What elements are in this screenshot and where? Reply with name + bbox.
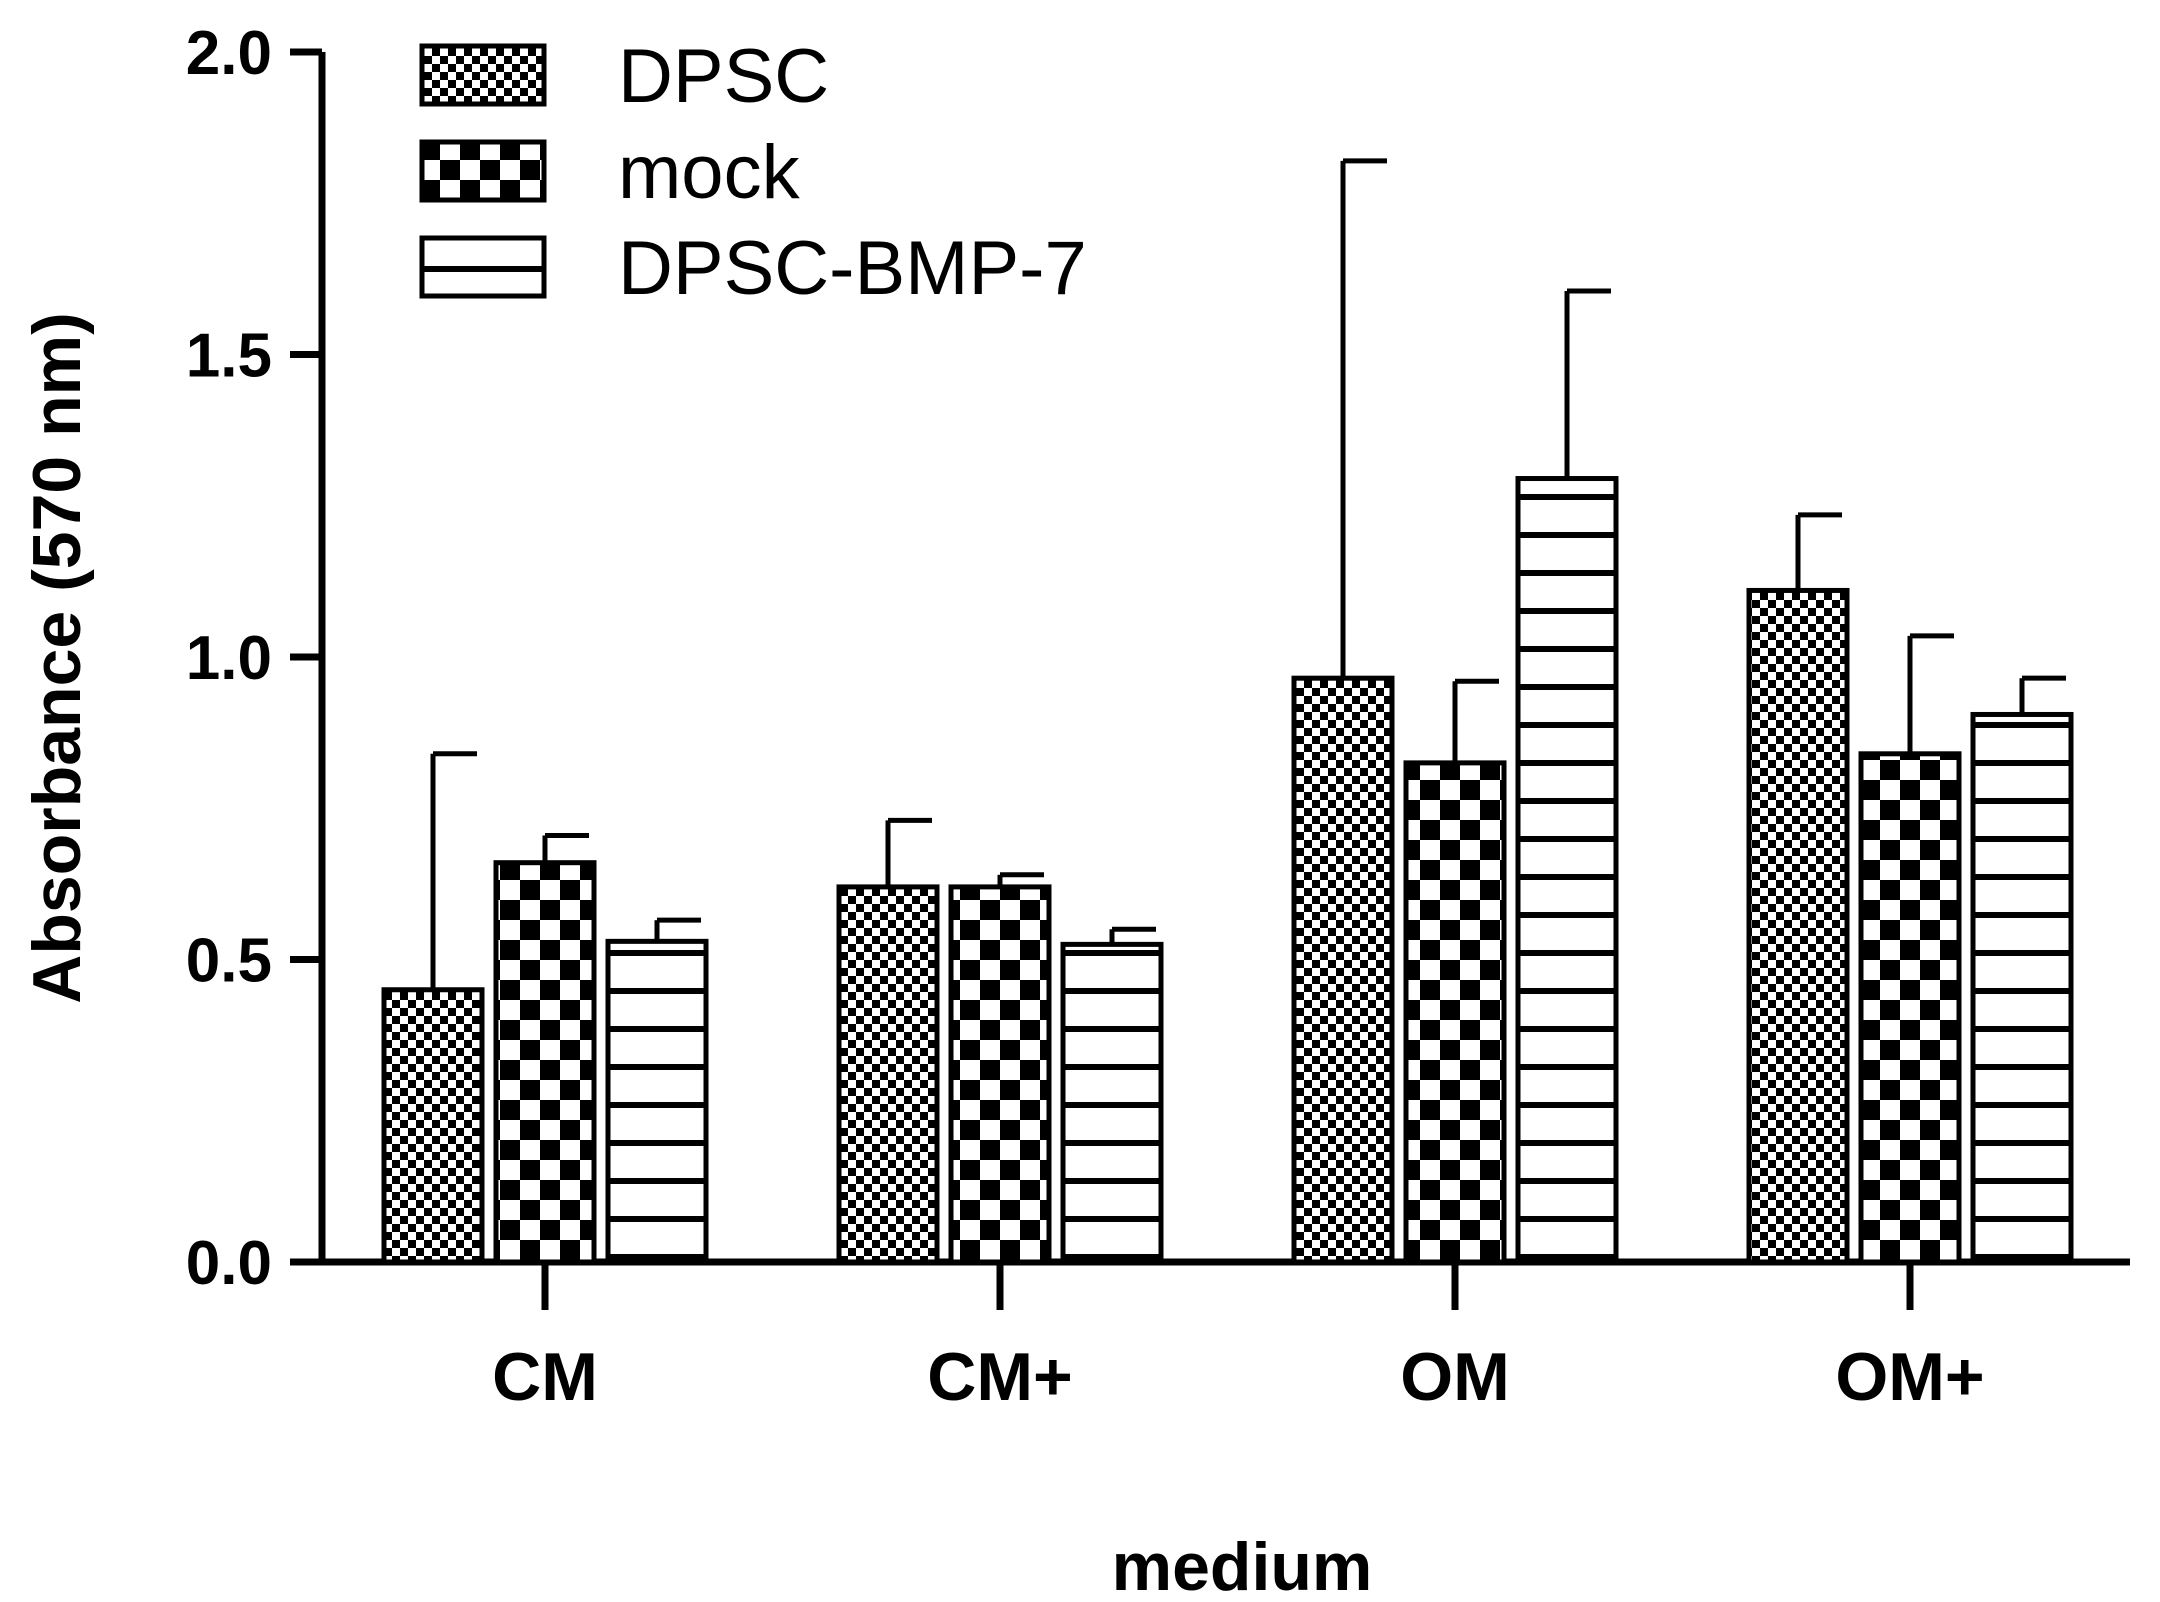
bar-dpsc-bmp-7-om	[1515, 476, 1619, 1265]
bar-dpsc-bmp-7-om-plus	[1970, 711, 2074, 1265]
bar-mock-om	[1403, 760, 1507, 1265]
y-tick-label-1-5: 1.5	[186, 322, 272, 391]
bar-mock-cm-plus	[948, 884, 1052, 1265]
bar-dpsc-om	[1291, 675, 1395, 1265]
bar-mock-om-plus	[1858, 751, 1962, 1265]
bar-dpsc-cm	[381, 987, 485, 1265]
legend-label-dpsc: DPSC	[618, 34, 829, 119]
y-axis-title: Absorbance (570 nm)	[19, 312, 95, 1004]
bar-dpsc-cm-plus	[836, 884, 940, 1265]
legend-label-mock: mock	[618, 130, 801, 215]
y-axis-ticks: 0.0 0.5 1.0 1.5 2.0	[186, 19, 322, 1298]
y-tick-label-2-0: 2.0	[186, 19, 272, 88]
bar-dpsc-bmp-7-cm-plus	[1060, 941, 1164, 1265]
x-tick-label-om: OM	[1400, 1339, 1510, 1415]
bar-dpsc-om-plus	[1746, 587, 1850, 1265]
legend-swatch-mock	[419, 139, 547, 203]
legend-label-dpsc-bmp-7: DPSC-BMP-7	[618, 226, 1087, 311]
x-axis-ticks: CM CM+ OM OM+	[492, 1262, 1985, 1415]
bar-mock-cm	[493, 860, 597, 1265]
y-tick-label-0-5: 0.5	[186, 927, 272, 996]
error-bars-group	[430, 158, 2066, 990]
bars-group	[381, 476, 2074, 1265]
bar-dpsc-bmp-7-cm	[605, 938, 709, 1265]
x-tick-label-cm: CM	[492, 1339, 598, 1415]
x-axis-title: medium	[1112, 1529, 1373, 1602]
x-tick-label-cm: CM+	[927, 1339, 1072, 1415]
legend: DPSC mock DPSC-BMP-7	[419, 34, 1087, 311]
x-tick-label-om: OM+	[1835, 1339, 1984, 1415]
legend-swatch-dpsc	[419, 43, 547, 107]
legend-swatch-dpsc-bmp-7	[419, 235, 547, 299]
y-tick-label-1-0: 1.0	[186, 624, 272, 693]
y-tick-label-0-0: 0.0	[186, 1229, 272, 1298]
